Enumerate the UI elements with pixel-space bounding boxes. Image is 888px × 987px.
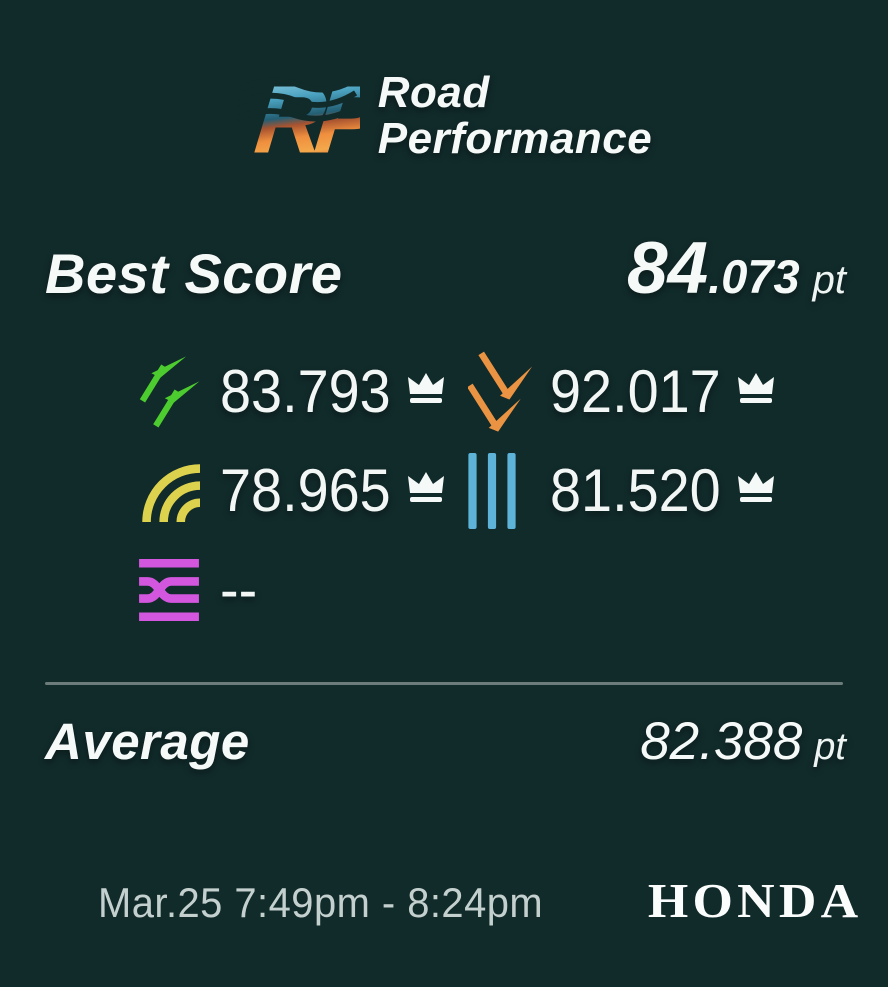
crown-icon xyxy=(408,471,444,502)
metric-value: 83.793 xyxy=(220,357,391,425)
best-score-label: Best Score xyxy=(45,242,343,305)
brand-line1: Road xyxy=(377,68,490,118)
crown-icon xyxy=(738,372,774,403)
footer: Mar.25 7:49pm - 8:24pm HONDA xyxy=(98,872,862,929)
rp-logo-icon: RP xyxy=(235,68,360,164)
metric-steady-speed: 81.520 xyxy=(468,452,798,529)
steady-speed-icon xyxy=(468,452,534,529)
metric-value: -- xyxy=(220,555,258,623)
metric-value: 81.520 xyxy=(550,456,721,524)
average-value: 82.388 pt xyxy=(640,715,846,769)
acceleration-icon xyxy=(138,352,204,432)
average-number: 82.388 xyxy=(640,712,803,771)
best-score-value: 84 .073 pt xyxy=(627,232,846,305)
metric-deceleration: 92.017 xyxy=(468,348,798,436)
average-unit: pt xyxy=(814,726,846,768)
session-time: Mar.25 7:49pm - 8:24pm xyxy=(98,879,544,926)
crown-icon xyxy=(738,471,774,502)
cornering-icon xyxy=(138,460,204,522)
metric-value: 78.965 xyxy=(220,456,391,524)
average-label: Average xyxy=(45,713,250,770)
metric-value: 92.017 xyxy=(550,357,721,425)
best-score-unit: pt xyxy=(812,258,846,302)
section-divider xyxy=(45,682,843,685)
brand-line2: Performance xyxy=(377,114,653,163)
honda-wordmark: HONDA xyxy=(647,873,862,928)
best-score-row: Best Score 84 .073 pt xyxy=(45,232,846,306)
metric-lane-change: -- xyxy=(138,555,468,623)
crown-icon xyxy=(408,372,444,403)
average-row: Average 82.388 pt xyxy=(45,712,846,771)
best-score-fraction: .073 xyxy=(708,250,800,303)
metric-cornering: 78.965 xyxy=(138,460,468,522)
deceleration-icon xyxy=(468,348,534,436)
lane-change-icon xyxy=(138,558,204,621)
brand-name: Road Performance xyxy=(378,70,653,162)
metric-acceleration: 83.793 xyxy=(138,352,468,432)
metric-grid: 83.793 xyxy=(138,342,798,639)
best-score-integer: 84 xyxy=(626,228,709,309)
app-logo: RP Road Performance xyxy=(0,68,888,164)
